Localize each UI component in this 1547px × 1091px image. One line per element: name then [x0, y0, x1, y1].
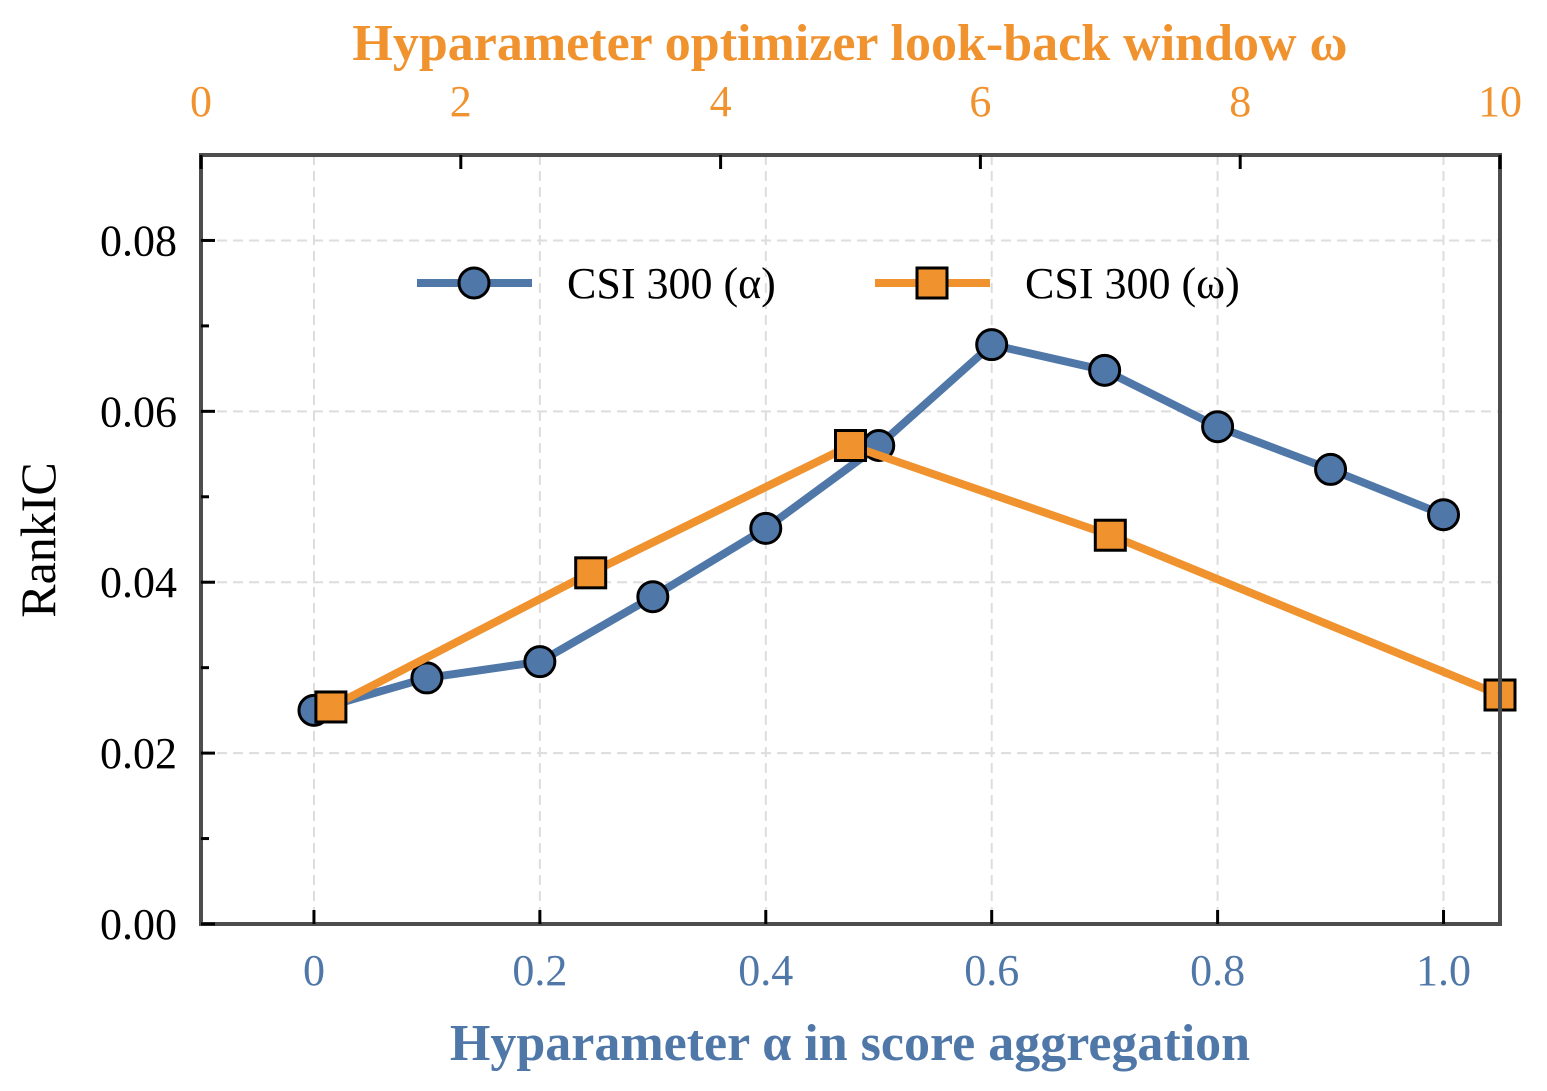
legend-label-omega: CSI 300 (ω) — [1025, 259, 1240, 308]
legend-label-alpha: CSI 300 (α) — [567, 259, 776, 308]
y-tick-label: 0.00 — [100, 900, 177, 949]
data-point — [1088, 353, 1122, 387]
x-bottom-tick-label: 1.0 — [1416, 946, 1471, 995]
data-point — [574, 556, 608, 590]
x-top-tick-label: 2 — [450, 77, 472, 126]
y-tick-label: 0.08 — [100, 216, 177, 265]
data-point — [1314, 452, 1348, 486]
series-alpha — [297, 328, 1461, 727]
y-tick-label: 0.02 — [100, 729, 177, 778]
x-top-tick-label: 4 — [710, 77, 732, 126]
data-point — [636, 580, 670, 614]
y-tick-label: 0.04 — [100, 558, 177, 607]
legend-marker-omega — [915, 266, 949, 300]
series-layer — [297, 328, 1517, 727]
top-axis-title: Hyparameter optimizer look-back window ω — [352, 15, 1347, 72]
data-point — [749, 511, 783, 545]
series-line — [312, 340, 1446, 715]
data-point — [834, 429, 867, 463]
data-point — [523, 645, 557, 679]
data-point — [975, 328, 1009, 362]
data-point — [1093, 518, 1127, 552]
x-bottom-tick-label: 0 — [303, 946, 325, 995]
x-bottom-tick-label: 0.4 — [738, 946, 793, 995]
x-bottom-tick-label: 0.8 — [1190, 946, 1245, 995]
x-bottom-tick-label: 0.6 — [964, 946, 1019, 995]
data-point — [1427, 498, 1461, 532]
legend-marker-alpha — [457, 266, 491, 300]
plot-frame — [199, 153, 1502, 926]
x-top-tick-label: 6 — [969, 77, 991, 126]
y-axis-title: RankIC — [10, 462, 66, 618]
y-tick-label: 0.06 — [100, 387, 177, 436]
data-point — [314, 690, 348, 724]
data-point — [1201, 410, 1235, 444]
legend: CSI 300 (α) CSI 300 (ω) — [417, 259, 1240, 308]
data-point — [410, 661, 444, 695]
bottom-axis-title: Hyparameter α in score aggregation — [450, 1015, 1250, 1072]
axis-ticks — [199, 155, 1502, 926]
series-omega — [314, 429, 1517, 724]
x-top-tick-label: 0 — [190, 77, 212, 126]
x-top-tick-label: 8 — [1229, 77, 1251, 126]
grid-lines — [201, 155, 1500, 924]
x-top-tick-label: 10 — [1478, 77, 1522, 126]
x-bottom-tick-label: 0.2 — [512, 946, 567, 995]
